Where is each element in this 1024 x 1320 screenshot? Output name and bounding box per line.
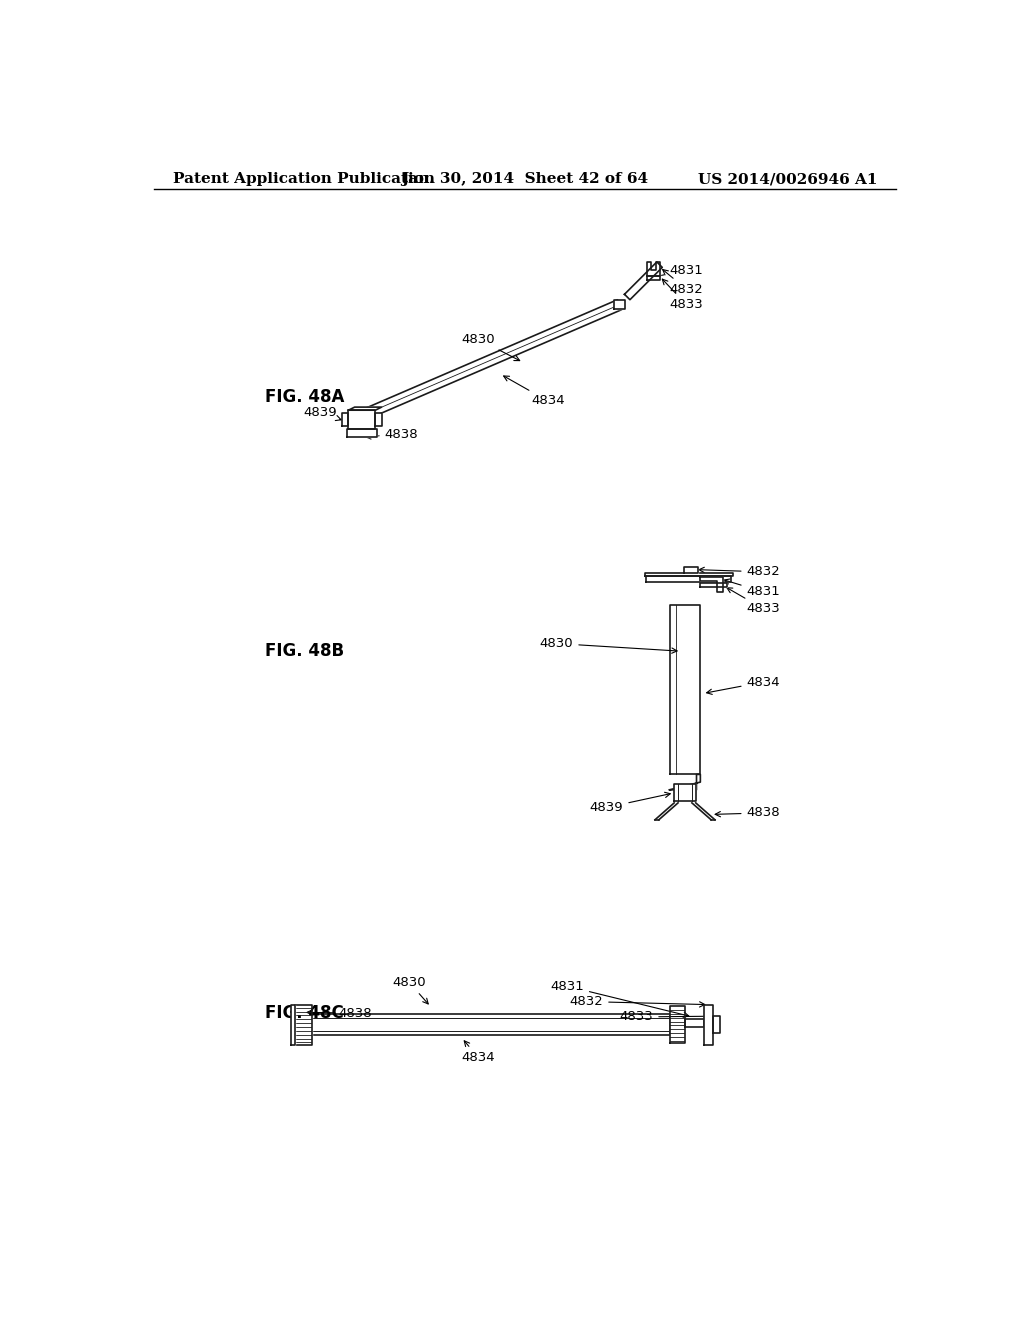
Polygon shape xyxy=(700,583,727,587)
Text: 4839: 4839 xyxy=(590,792,671,814)
Polygon shape xyxy=(376,413,382,426)
Text: 4830: 4830 xyxy=(462,333,520,360)
Text: FIG. 48C: FIG. 48C xyxy=(265,1005,344,1022)
Text: 4831: 4831 xyxy=(550,979,689,1018)
Polygon shape xyxy=(646,576,731,582)
Text: 4831: 4831 xyxy=(724,579,780,598)
Polygon shape xyxy=(342,413,348,426)
Polygon shape xyxy=(700,577,724,591)
Text: 4834: 4834 xyxy=(707,676,780,694)
Text: 4831: 4831 xyxy=(654,264,703,279)
Polygon shape xyxy=(647,276,659,280)
Polygon shape xyxy=(368,300,622,417)
Polygon shape xyxy=(714,1016,720,1034)
Text: FIG. 48A: FIG. 48A xyxy=(265,388,345,407)
Polygon shape xyxy=(645,573,733,576)
Text: 4838: 4838 xyxy=(366,428,418,441)
Text: 4832: 4832 xyxy=(569,995,705,1008)
Polygon shape xyxy=(291,1005,295,1044)
Text: Jan. 30, 2014  Sheet 42 of 64: Jan. 30, 2014 Sheet 42 of 64 xyxy=(401,172,648,186)
Text: 4834: 4834 xyxy=(504,376,564,408)
Text: FIG. 48B: FIG. 48B xyxy=(265,643,344,660)
Polygon shape xyxy=(348,407,382,411)
Text: 4839: 4839 xyxy=(303,407,341,421)
Polygon shape xyxy=(670,775,700,789)
Polygon shape xyxy=(614,300,625,309)
Polygon shape xyxy=(705,1005,714,1044)
Text: 4834: 4834 xyxy=(462,1040,496,1064)
Polygon shape xyxy=(684,566,698,573)
Text: US 2014/0026946 A1: US 2014/0026946 A1 xyxy=(698,172,878,186)
Polygon shape xyxy=(670,605,700,775)
Text: 4830: 4830 xyxy=(392,975,428,1005)
Polygon shape xyxy=(670,1006,685,1043)
Text: 4830: 4830 xyxy=(540,638,677,653)
Polygon shape xyxy=(685,1019,705,1027)
Polygon shape xyxy=(348,411,376,429)
Polygon shape xyxy=(347,429,377,437)
Text: 4838: 4838 xyxy=(307,1007,372,1019)
Polygon shape xyxy=(647,263,659,276)
Polygon shape xyxy=(295,1005,311,1044)
Polygon shape xyxy=(625,261,663,300)
Text: 4838: 4838 xyxy=(715,807,780,820)
Text: Patent Application Publication: Patent Application Publication xyxy=(173,172,435,186)
Text: 4833: 4833 xyxy=(727,587,780,615)
Text: 4833: 4833 xyxy=(663,279,703,312)
Text: 4832: 4832 xyxy=(699,565,780,578)
Polygon shape xyxy=(674,784,695,801)
Polygon shape xyxy=(311,1014,670,1035)
Text: 4833: 4833 xyxy=(620,1010,713,1023)
Text: 4832: 4832 xyxy=(663,269,703,296)
